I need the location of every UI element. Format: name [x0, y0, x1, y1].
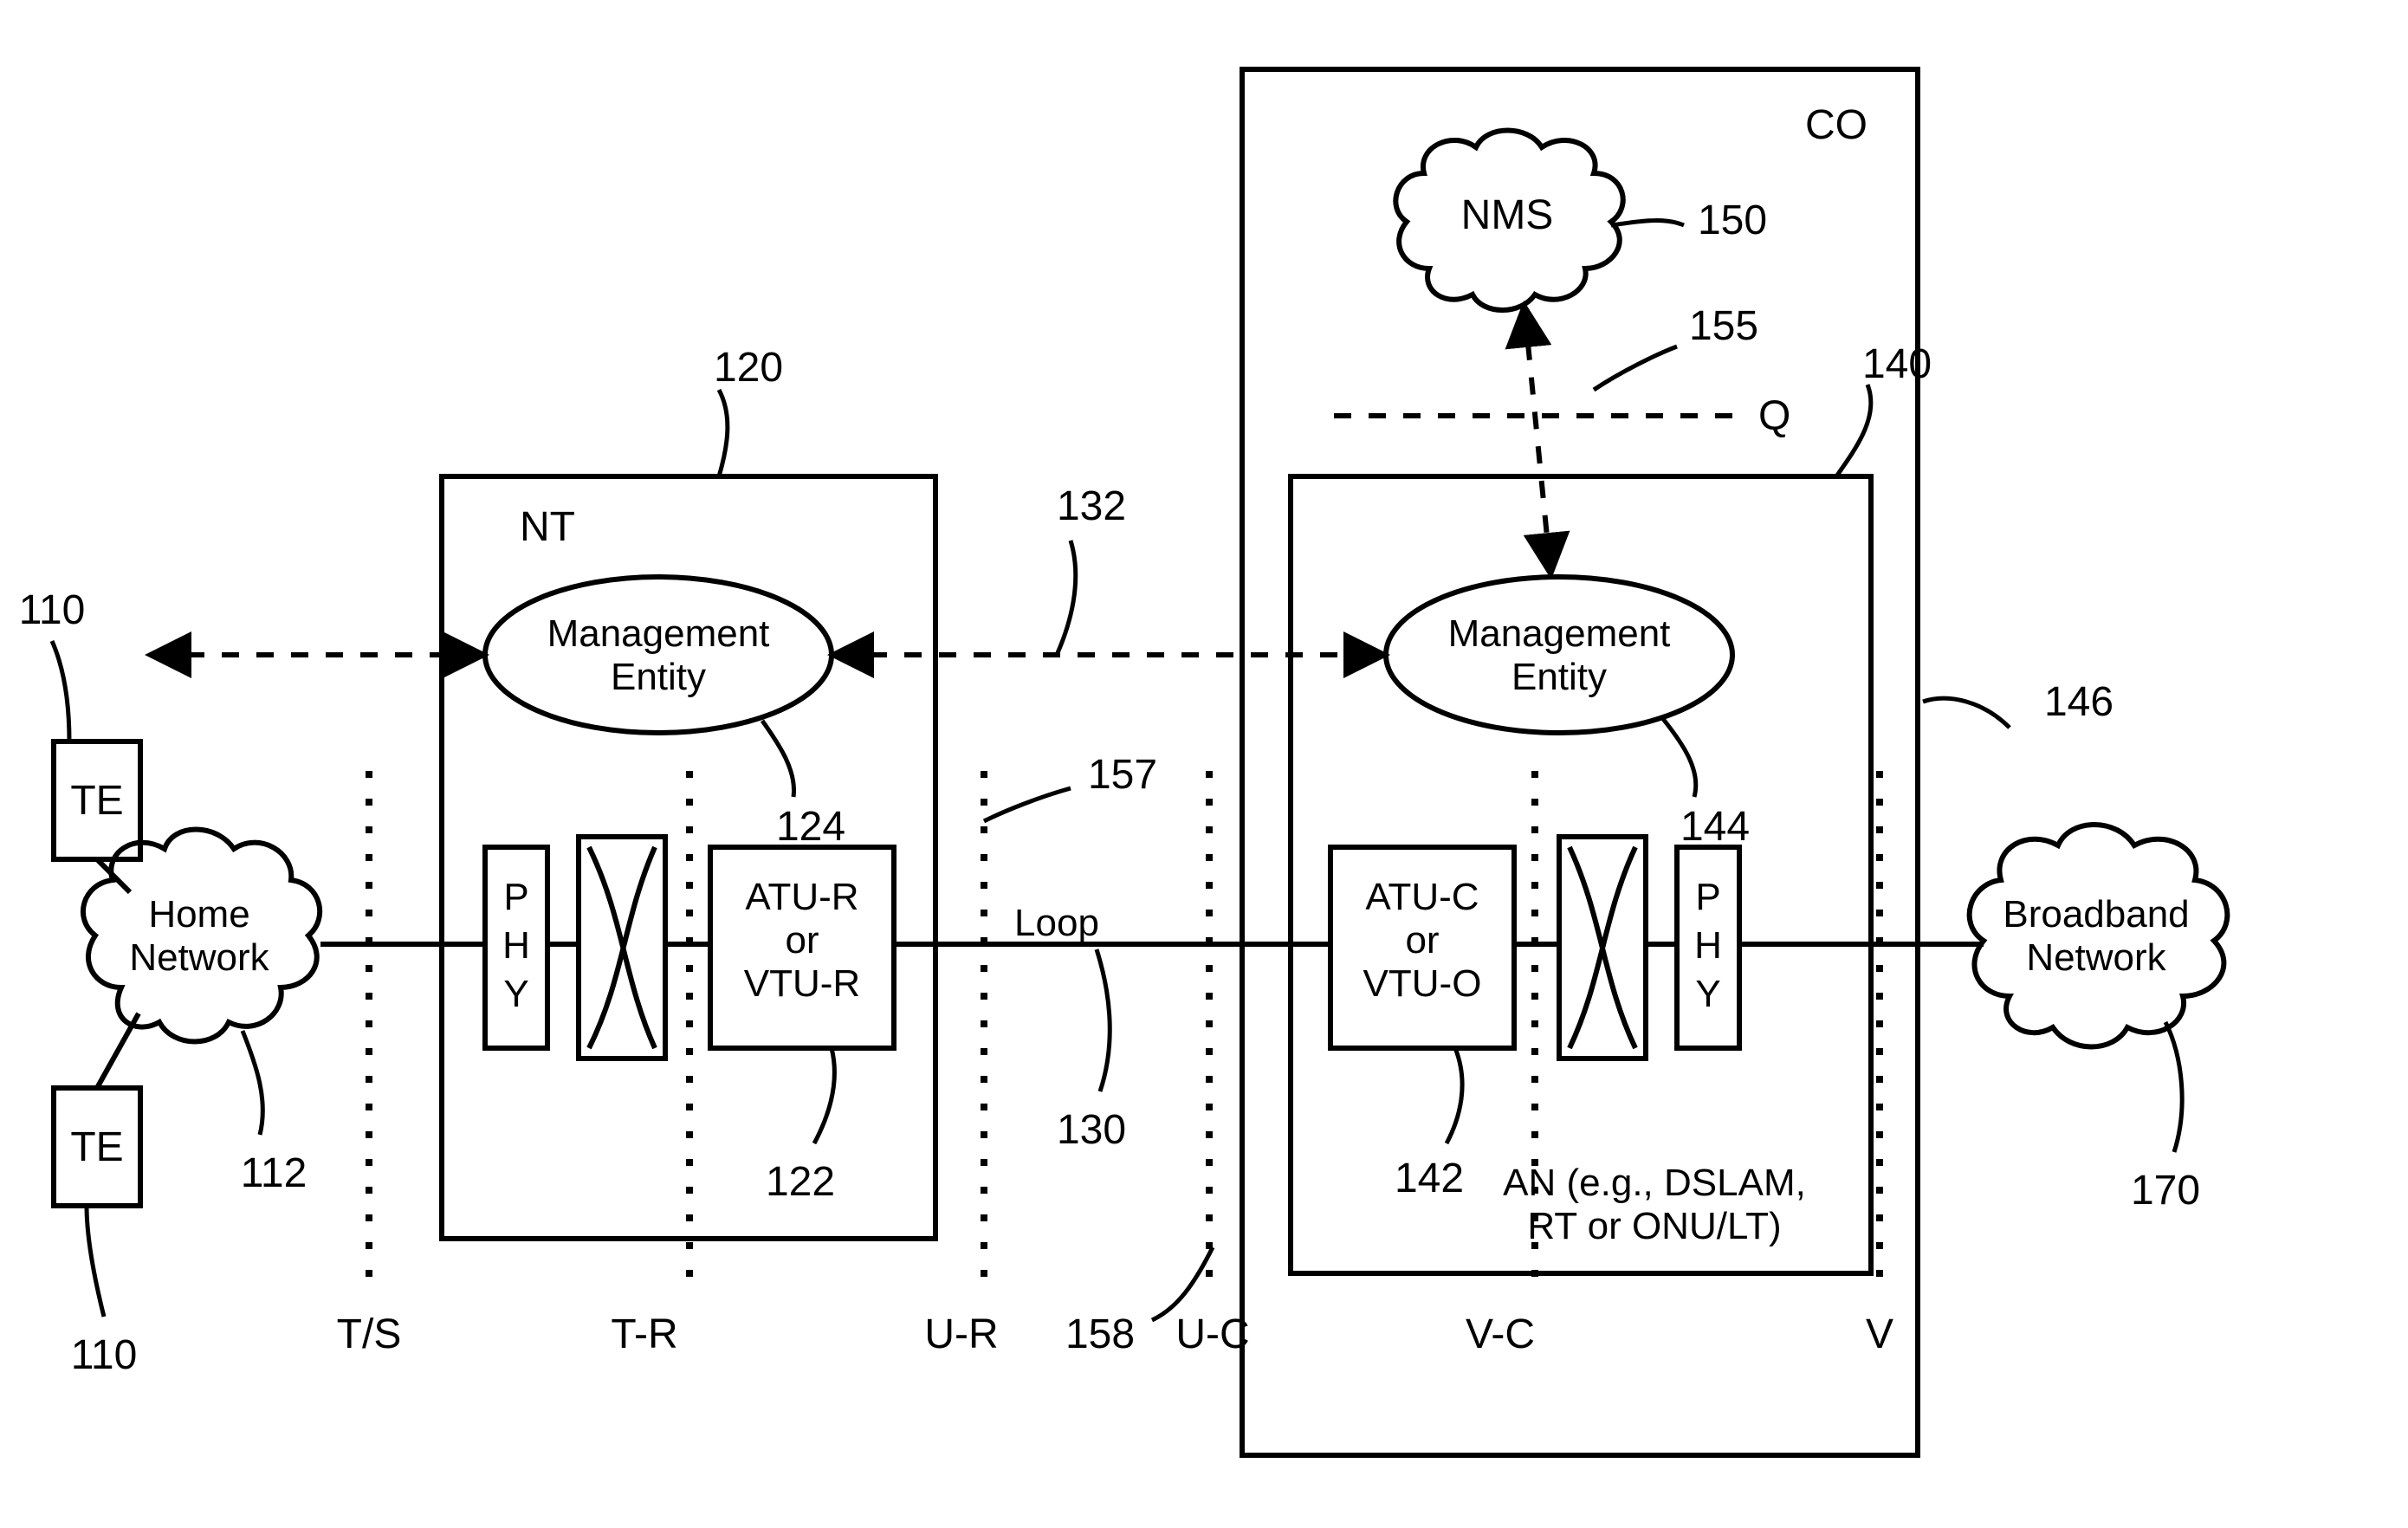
ref-155: 155	[1689, 303, 1758, 349]
phy2-p: P	[1695, 876, 1720, 918]
ref-144: 144	[1680, 804, 1750, 850]
bn-label-1: Broadband	[2003, 893, 2189, 936]
an-label-1: AN (e.g., DSLAM,	[1503, 1162, 1806, 1204]
an-label-2: RT or ONU/LT)	[1527, 1205, 1781, 1247]
ref-170: 170	[2131, 1168, 2200, 1214]
co-label: CO	[1805, 102, 1867, 148]
ref-v-label: V	[1866, 1311, 1893, 1357]
co-box	[1242, 69, 1918, 1455]
me1-label-1: Management	[547, 612, 770, 655]
phy1-p: P	[503, 876, 528, 918]
lead-112	[243, 1031, 262, 1135]
ref-132: 132	[1057, 483, 1126, 529]
lead-122	[814, 1048, 834, 1143]
ref-157: 157	[1088, 752, 1157, 798]
ref-146: 146	[2044, 679, 2113, 725]
ref-110a: 110	[19, 587, 86, 633]
q-label: Q	[1758, 393, 1790, 439]
atur-l1: ATU-R	[745, 876, 858, 918]
switch2-x	[1570, 847, 1635, 1048]
ref-112: 112	[241, 1150, 307, 1196]
ref-124: 124	[776, 804, 845, 850]
ref-vc-label: V-C	[1466, 1311, 1535, 1357]
ref-130: 130	[1057, 1107, 1126, 1153]
lead-158	[1152, 1247, 1213, 1320]
ref-uc-label: U-C	[1175, 1311, 1249, 1357]
ref-ts-label: T/S	[337, 1311, 402, 1357]
home-network-label-2: Network	[129, 936, 269, 979]
switch1-x	[589, 847, 655, 1048]
lead-130	[1097, 949, 1110, 1091]
lead-110b	[87, 1206, 104, 1317]
atuc-l3: VTU-O	[1363, 962, 1482, 1005]
bn-label-2: Network	[2026, 936, 2166, 979]
ref-140: 140	[1862, 341, 1932, 387]
lead-140	[1836, 385, 1871, 476]
home-network-label-1: Home	[148, 893, 249, 936]
mgmt-entity-1	[485, 577, 832, 733]
phy1-h: H	[502, 924, 530, 967]
nms-label: NMS	[1461, 192, 1554, 238]
me2-label-2: Entity	[1511, 656, 1607, 698]
ref-142: 142	[1395, 1156, 1464, 1201]
ref-158: 158	[1065, 1311, 1135, 1357]
nt-label: NT	[520, 504, 575, 550]
loop-label: Loop	[1014, 902, 1099, 944]
nms-me2-arrow	[1524, 308, 1550, 572]
me2-label-1: Management	[1448, 612, 1671, 655]
ref-ur-label: U-R	[924, 1311, 998, 1357]
lead-124	[762, 721, 794, 797]
phy1-y: Y	[503, 973, 528, 1015]
lead-155	[1594, 346, 1677, 390]
lead-132	[1057, 541, 1076, 655]
atuc-l1: ATU-C	[1365, 876, 1479, 918]
ref-120: 120	[714, 345, 783, 391]
ref-150: 150	[1698, 197, 1767, 243]
te-label-2: TE	[70, 1124, 123, 1170]
phy2-h: H	[1694, 924, 1722, 967]
lead-120	[719, 390, 728, 476]
te-label-1: TE	[70, 778, 123, 824]
atur-l3: VTU-R	[744, 962, 860, 1005]
ref-122: 122	[766, 1159, 835, 1205]
lead-170	[2165, 1022, 2182, 1152]
lead-157	[984, 788, 1071, 821]
te2-to-home	[97, 1013, 139, 1088]
atur-l2: or	[785, 919, 819, 961]
lead-110a	[52, 641, 69, 741]
ref-tr-label: T-R	[611, 1311, 677, 1357]
phy2-y: Y	[1695, 973, 1720, 1015]
atuc-l2: or	[1405, 919, 1439, 961]
me1-label-2: Entity	[611, 656, 706, 698]
ref-110b: 110	[71, 1332, 138, 1378]
lead-146	[1923, 698, 2010, 728]
lead-142	[1447, 1048, 1462, 1143]
mgmt-entity-2	[1386, 577, 1732, 733]
lead-150	[1611, 221, 1684, 225]
lead-144	[1663, 719, 1696, 797]
network-diagram: TE TE Home Network NT Management Entity …	[0, 0, 2408, 1528]
